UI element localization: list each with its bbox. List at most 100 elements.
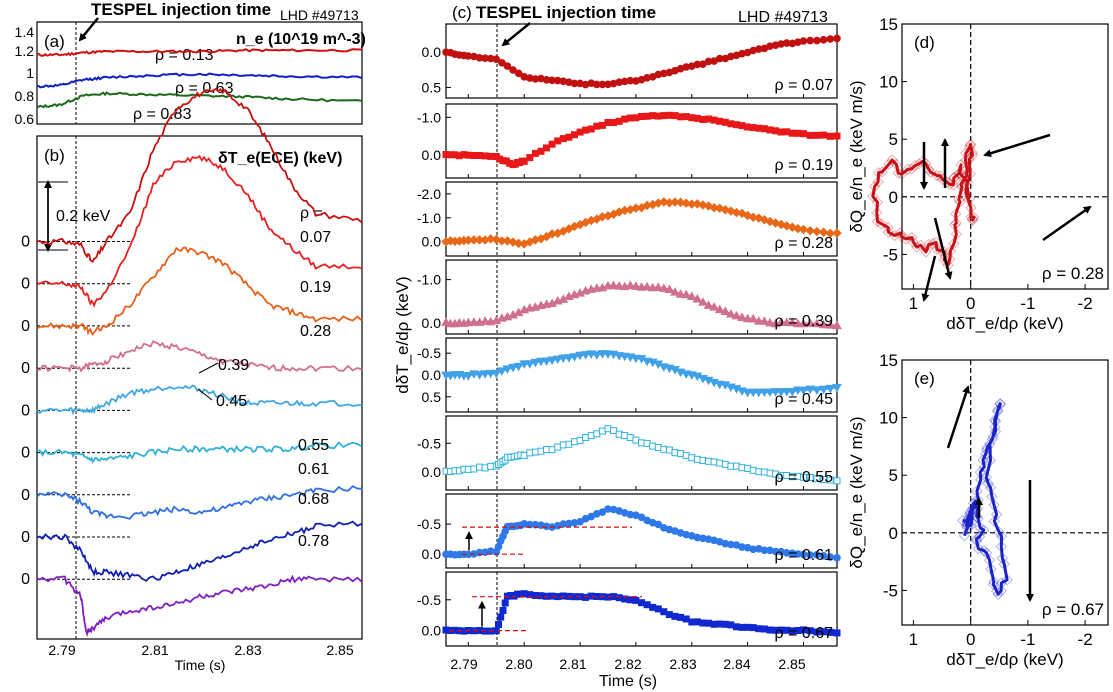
panel-b-xticks: 2.79 2.81 2.83 2.85	[48, 642, 353, 658]
panel-c-point	[787, 317, 798, 327]
panel-c-point	[753, 316, 764, 325]
panel-c-point	[547, 356, 557, 366]
panel-c-point	[776, 219, 786, 230]
panel-c-point	[812, 226, 822, 237]
panel-a-series-line	[36, 91, 363, 109]
panel-c-point	[806, 36, 815, 45]
panel-c-point	[509, 66, 517, 74]
panel-c-ytick: 0.0	[422, 147, 442, 163]
panel-c-point	[833, 629, 841, 637]
panel-e-point	[995, 585, 1007, 597]
panel-c-point	[677, 113, 685, 121]
panel-c-ytick: 0.0	[422, 234, 442, 250]
panel-b-channel-label: 0.55	[298, 437, 329, 454]
panel-c-point	[805, 385, 816, 395]
panel-c-point	[703, 201, 714, 211]
panel-c-point	[742, 313, 753, 323]
panel-c-point	[536, 357, 546, 367]
panel-c-point	[610, 119, 618, 126]
panel-b: (b) δT_e(ECE) (keV) 0.2 keV ρ = 2.79 2.8…	[21, 87, 363, 673]
panel-c-point	[654, 520, 663, 529]
panel-c-point	[703, 300, 714, 309]
panel-c-xticks: 2.79 2.80 2.81 2.82 2.83 2.84 2.85	[450, 656, 805, 672]
panel-c-point	[548, 140, 556, 148]
panel-a: (a) n_e (10^19 m^-3) ρ = 0.13 ρ = 0.63 ρ…	[15, 21, 366, 127]
panel-e-xtick: -1	[1020, 630, 1035, 649]
panel-c-point	[631, 281, 641, 290]
rho-header: ρ =	[300, 205, 323, 222]
panel-c-ylabel: dδT_e/dρ (keV)	[393, 276, 412, 393]
leader-039	[198, 362, 219, 374]
panel-c-point	[813, 628, 821, 636]
panel-e-point	[988, 515, 1001, 527]
panel-c-point	[787, 387, 798, 397]
panel-c-point	[474, 371, 485, 380]
panel-b-zero-label: 0	[21, 276, 30, 293]
panel-c-ytick: 0.5	[422, 389, 442, 405]
panel-e-xlabel: dδT_e/dρ (keV)	[946, 650, 1063, 669]
panel-c-point	[825, 384, 836, 394]
panel-e-point	[974, 474, 987, 486]
panel-c-point	[698, 200, 708, 210]
panel-c-subplot-frame	[445, 23, 838, 99]
panel-e-point	[978, 460, 991, 473]
panel-c-point	[776, 388, 787, 397]
panel-c-point	[726, 309, 736, 318]
panel-c-point	[720, 306, 731, 316]
panel-d-point	[914, 239, 927, 251]
panel-c-point	[653, 282, 664, 291]
panel-b-series-line	[36, 340, 363, 373]
panel-d-point	[871, 215, 884, 228]
injection-arrow-a	[78, 17, 99, 42]
shot-label-c: LHD #49713	[738, 9, 828, 26]
panel-c-ytick: 0.0	[422, 546, 442, 562]
panel-b-xtick: 2.83	[234, 642, 261, 658]
panel-d-direction-arrow	[983, 133, 1051, 158]
panel-d-ytick: 5	[889, 130, 898, 149]
panel-c-point	[813, 131, 821, 139]
panel-c-point	[755, 468, 763, 476]
panel-c-subplot: -2.0 -1.0 0.0 ρ = 0.28	[417, 181, 842, 257]
panel-c-point	[798, 318, 809, 328]
panel-c-point	[799, 37, 808, 45]
panel-c-point	[742, 210, 753, 221]
panel-d-point	[920, 246, 932, 258]
panel-e-point	[987, 578, 1000, 591]
panel-c-point	[626, 596, 634, 604]
panel-c-point	[614, 281, 625, 290]
panel-c-subplot: -0.5 0.0 ρ = 0.55	[417, 415, 841, 491]
panel-c-xlabel: Time (s)	[599, 673, 657, 690]
panel-e-point	[958, 529, 971, 542]
panel-c-point	[825, 228, 836, 239]
panel-d-point	[966, 213, 979, 225]
panel-e-xtick: 1	[909, 630, 918, 649]
panel-c-point	[626, 434, 634, 441]
panel-c-point	[480, 316, 490, 325]
panel-c-point	[805, 226, 815, 236]
panel-c-point	[664, 284, 675, 293]
panel-c-point	[526, 154, 534, 162]
panel-c-rho-label: ρ = 0.19	[775, 157, 834, 174]
panel-d-point	[931, 243, 943, 256]
panel-c-ytick: 0.0	[422, 44, 442, 60]
panel-c-point	[820, 131, 828, 139]
panel-a-series-line	[36, 72, 363, 89]
panel-c-xtick: 2.84	[723, 656, 750, 672]
panel-c-rho-label: ρ = 0.45	[775, 391, 834, 408]
panel-a-label-1: ρ = 0.63	[175, 80, 234, 97]
injection-label-a: TESPEL injection time	[91, 0, 271, 19]
panel-c-point	[806, 627, 814, 635]
panel-c-point	[742, 388, 753, 398]
panel-c-point	[721, 118, 729, 126]
panel-e-point	[980, 471, 993, 484]
panel-c-subplot: -0.5 0.0 ρ = 0.67	[417, 571, 841, 647]
panel-c-point	[677, 450, 685, 458]
panel-c-point	[710, 458, 718, 466]
panel-b-zero-label: 0	[21, 445, 30, 462]
panel-e-ytick: 15	[879, 351, 898, 370]
panel-b-channel-label: 0.78	[298, 533, 329, 550]
panel-e-point	[994, 398, 1007, 411]
panel-a-ytick: 1.2	[15, 43, 35, 59]
panel-c-point	[513, 362, 524, 372]
panel-c-point	[514, 69, 523, 78]
